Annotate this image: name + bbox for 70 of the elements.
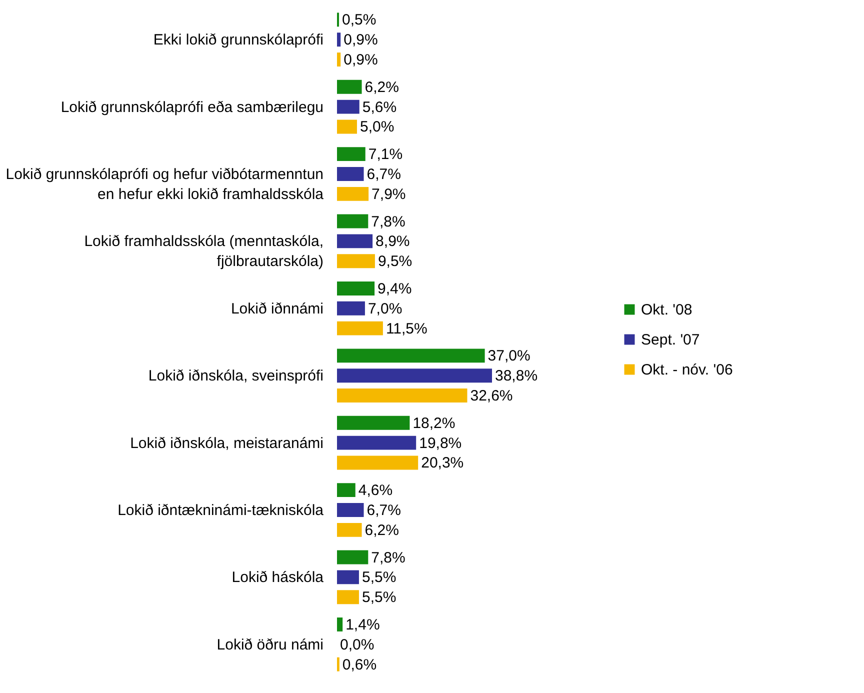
data-label: 7,9% bbox=[372, 186, 406, 203]
data-label: 38,8% bbox=[495, 368, 538, 385]
y-tick-label: Lokið framhaldsskóla (menntaskóla, fjölbrautarskóla) bbox=[84, 233, 324, 270]
bar bbox=[337, 590, 359, 604]
data-label: 9,5% bbox=[378, 253, 412, 270]
bar bbox=[337, 301, 365, 316]
data-label: 6,2% bbox=[364, 78, 399, 96]
bar bbox=[337, 254, 375, 268]
legend-label: Sept. '07 bbox=[641, 332, 700, 348]
bar bbox=[337, 32, 341, 47]
bar bbox=[337, 436, 416, 450]
data-label: 5,0% bbox=[360, 118, 394, 136]
bar bbox=[337, 321, 383, 336]
data-label: 18,2% bbox=[412, 414, 456, 432]
data-label: 4,6% bbox=[358, 482, 393, 500]
data-label: 11,5% bbox=[386, 320, 428, 338]
y-tick-label: Lokið iðnskóla, sveinsprófi bbox=[148, 368, 324, 385]
data-label: 8,9% bbox=[376, 233, 410, 250]
y-tick-label: Lokið háskóla bbox=[232, 569, 324, 586]
data-label: 0,5% bbox=[342, 12, 376, 29]
data-label: 9,4% bbox=[378, 280, 412, 298]
bar bbox=[337, 416, 410, 430]
bar bbox=[337, 617, 343, 632]
bar bbox=[337, 368, 492, 383]
y-tick-label: Lokið öðru námi bbox=[216, 636, 324, 654]
y-tick-label: Lokið grunnskólaprófi eða sambærilegu bbox=[60, 98, 324, 116]
bar bbox=[337, 348, 485, 363]
bar bbox=[337, 522, 362, 537]
bar bbox=[337, 147, 366, 162]
data-label: 32,6% bbox=[470, 388, 513, 405]
data-label: 7,1% bbox=[368, 146, 403, 164]
bar bbox=[337, 167, 364, 181]
data-label: 7,8% bbox=[371, 549, 406, 566]
bar bbox=[337, 483, 356, 498]
bar bbox=[337, 186, 369, 201]
data-label: 5,5% bbox=[362, 589, 396, 606]
bar bbox=[337, 120, 357, 134]
data-label: 0,0% bbox=[340, 636, 374, 654]
bar bbox=[337, 281, 375, 296]
data-label: 6,7% bbox=[366, 166, 401, 183]
bar bbox=[337, 550, 368, 564]
data-label: 20,3% bbox=[421, 454, 464, 472]
y-tick-label: Ekki lokið grunnskólaprófi bbox=[153, 32, 324, 49]
legend-label: Okt. '08 bbox=[641, 302, 692, 318]
data-label: 5,5% bbox=[362, 569, 396, 586]
bar bbox=[337, 100, 360, 114]
y-tick-label: Lokið grunnskólaprófi og hefur viðbótarmenntun en hefur ekki lokið framhaldsskóla bbox=[6, 166, 324, 203]
bar bbox=[337, 503, 364, 517]
bar bbox=[337, 234, 373, 248]
data-label: 37,0% bbox=[488, 348, 530, 365]
bar bbox=[337, 456, 418, 470]
bar bbox=[337, 52, 341, 67]
data-label: 6,2% bbox=[364, 522, 399, 539]
data-label: 7,8% bbox=[371, 213, 406, 230]
bar bbox=[337, 570, 359, 584]
data-label: 0,9% bbox=[344, 52, 378, 69]
y-tick-label: Lokið iðntækninámi-tækniskóla bbox=[118, 502, 324, 519]
data-label: 0,9% bbox=[344, 32, 378, 49]
legend-label: Okt. - nóv. '06 bbox=[641, 362, 733, 378]
y-tick-label: Lokið iðnskóla, meistaranámi bbox=[130, 434, 324, 452]
data-label: 0,6% bbox=[342, 656, 377, 674]
data-label: 1,4% bbox=[346, 616, 380, 634]
bar bbox=[337, 80, 362, 94]
bar bbox=[337, 214, 368, 228]
bar bbox=[337, 388, 468, 403]
data-label: 19,8% bbox=[419, 434, 462, 452]
data-label: 7,0% bbox=[368, 300, 402, 318]
y-tick-label: Lokið iðnnámi bbox=[230, 300, 324, 318]
data-label: 6,7% bbox=[366, 502, 401, 519]
data-label: 5,6% bbox=[362, 98, 397, 116]
